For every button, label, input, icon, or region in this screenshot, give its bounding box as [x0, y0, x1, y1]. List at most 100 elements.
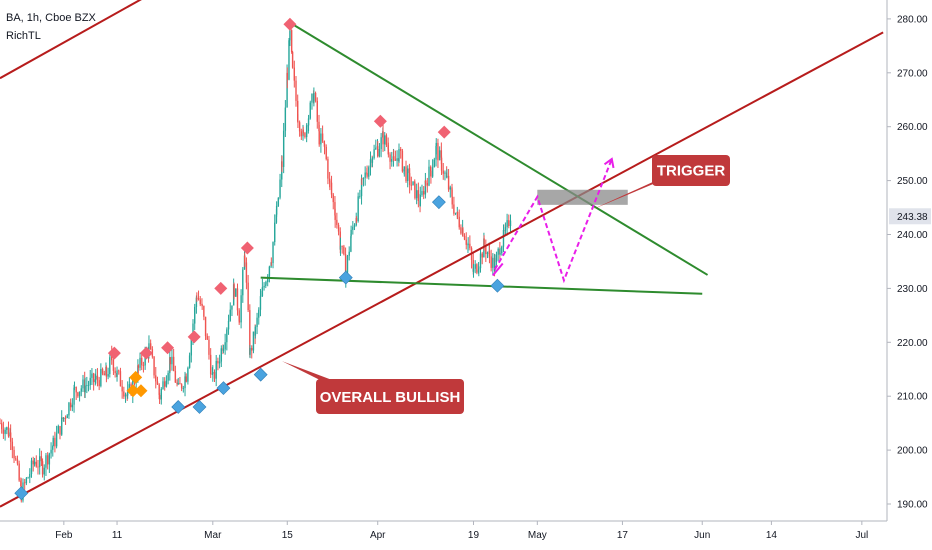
- candle-body: [259, 296, 262, 310]
- candle-body: [479, 253, 482, 269]
- pivot-high-marker: [373, 114, 387, 128]
- candle-body: [329, 180, 331, 183]
- candle-body: [387, 149, 390, 155]
- candle-body: [509, 220, 512, 227]
- candle-body: [289, 30, 291, 41]
- bullish-callout-label: OVERALL BULLISH: [320, 389, 461, 406]
- candle-body: [449, 187, 451, 190]
- candle-body: [291, 51, 294, 68]
- candle-body: [217, 360, 219, 364]
- candle-body: [251, 347, 253, 351]
- candle-body: [355, 217, 358, 222]
- candle-body: [209, 354, 212, 375]
- candle-body: [254, 327, 257, 336]
- time-tick-label: 11: [112, 530, 123, 541]
- candle-body: [78, 391, 81, 397]
- candle-body: [330, 182, 333, 195]
- candle-body: [272, 242, 274, 264]
- candle-body: [73, 387, 75, 405]
- candle-body: [281, 161, 283, 167]
- candle-body: [483, 238, 485, 246]
- candle-body: [332, 194, 334, 203]
- candle-body: [92, 373, 95, 383]
- candle-body: [462, 228, 464, 236]
- candle-body: [242, 269, 244, 296]
- candle-body: [9, 432, 12, 442]
- candle-body: [23, 482, 26, 484]
- candle-body: [236, 288, 239, 311]
- candle-body: [61, 417, 63, 435]
- trigger-callout-pointer: [590, 176, 666, 211]
- candle-body: [419, 194, 421, 206]
- candle-body: [334, 215, 336, 220]
- candle-body: [185, 376, 187, 382]
- candle-body: [384, 135, 386, 145]
- pivot-low-marker: [192, 400, 207, 414]
- candle-body: [440, 157, 443, 171]
- candle-body: [438, 150, 441, 161]
- candle-body: [327, 159, 329, 179]
- candle-body: [16, 459, 19, 464]
- candle-body: [258, 309, 260, 318]
- candle-body: [206, 336, 208, 340]
- candle-body: [359, 196, 361, 197]
- candle-body: [318, 131, 320, 145]
- candle-body: [195, 297, 198, 307]
- candle-body: [424, 180, 427, 195]
- time-tick-label: 19: [468, 530, 480, 541]
- pivot-high-marker: [107, 346, 121, 360]
- candle-body: [267, 276, 269, 283]
- pivot-high-marker: [240, 241, 254, 255]
- price-tick-label: 190.00: [897, 500, 928, 511]
- candle-body: [392, 156, 395, 160]
- candle-body: [35, 461, 37, 467]
- time-tick-label: Mar: [204, 530, 222, 541]
- candle-body: [158, 394, 161, 400]
- candle-body: [52, 437, 54, 447]
- candle-body: [506, 220, 508, 228]
- candle-body: [268, 266, 271, 277]
- candle-body: [82, 379, 84, 389]
- pivot-mid-marker: [134, 384, 148, 398]
- bullish-callout-pointer: [281, 361, 340, 383]
- candle-body: [275, 205, 278, 215]
- candle-body: [45, 455, 47, 468]
- candle-body: [73, 387, 76, 388]
- candle-body: [288, 40, 290, 80]
- candle-body: [298, 122, 301, 132]
- candle-body: [114, 370, 116, 374]
- candle-body: [259, 295, 262, 297]
- candle-body: [167, 373, 169, 381]
- candle-body: [451, 196, 453, 205]
- candle-body: [460, 227, 462, 234]
- candle-body: [454, 212, 457, 214]
- candle-body: [344, 254, 347, 280]
- candle-body: [59, 426, 61, 435]
- candle-body: [350, 229, 352, 237]
- pivot-high-marker: [139, 346, 153, 360]
- candle-body: [492, 257, 494, 268]
- candle-body: [142, 365, 145, 366]
- candle-body: [57, 426, 60, 434]
- candle-body: [410, 184, 413, 186]
- candle-body: [249, 347, 251, 355]
- candle-body: [165, 380, 168, 387]
- candle-body: [508, 220, 510, 227]
- candle-body: [54, 437, 56, 447]
- time-tick-label: Feb: [55, 530, 73, 541]
- candle-body: [164, 381, 166, 387]
- candle-body: [187, 367, 189, 382]
- price-tick-label: 250.00: [897, 176, 928, 187]
- candle-body: [156, 381, 159, 385]
- last-price-tag: [889, 208, 931, 225]
- candle-body: [203, 306, 205, 317]
- candle-body: [467, 243, 469, 245]
- candle-body: [494, 262, 496, 271]
- pivot-low-marker: [216, 381, 231, 396]
- candle-body: [40, 456, 43, 462]
- candle-body: [426, 182, 429, 186]
- candle-body: [478, 268, 480, 270]
- candle-body: [307, 118, 310, 126]
- candle-body: [46, 455, 49, 465]
